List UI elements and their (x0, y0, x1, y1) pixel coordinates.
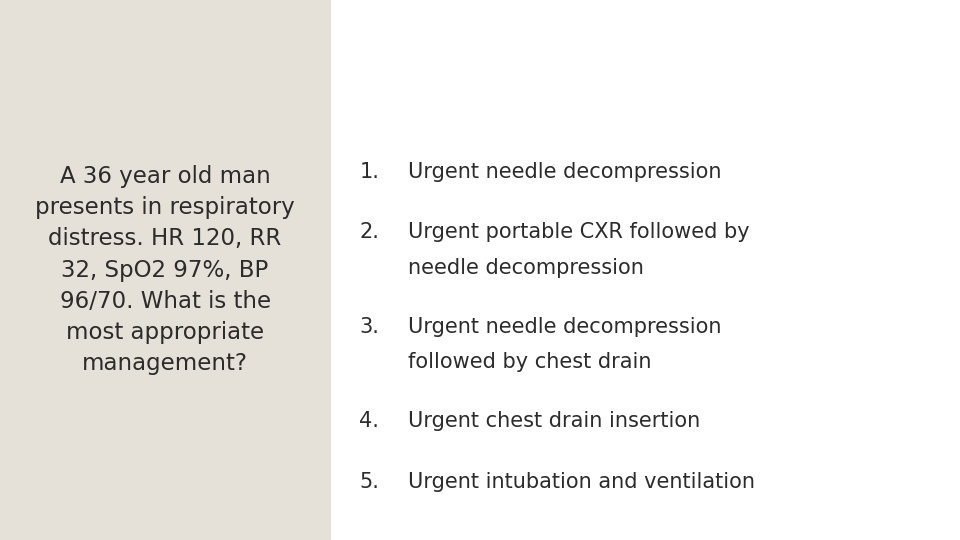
Text: 3.: 3. (359, 317, 379, 337)
Text: A 36 year old man
presents in respiratory
distress. HR 120, RR
32, SpO2 97%, BP
: A 36 year old man presents in respirator… (36, 165, 295, 375)
Text: 2.: 2. (359, 222, 379, 242)
FancyBboxPatch shape (0, 0, 331, 540)
Text: followed by chest drain: followed by chest drain (408, 352, 652, 372)
Text: 1.: 1. (359, 162, 379, 182)
Text: Urgent intubation and ventilation: Urgent intubation and ventilation (408, 472, 755, 492)
Text: Urgent needle decompression: Urgent needle decompression (408, 317, 722, 337)
Text: Urgent chest drain insertion: Urgent chest drain insertion (408, 411, 700, 431)
Text: Urgent portable CXR followed by: Urgent portable CXR followed by (408, 222, 750, 242)
Text: 5.: 5. (359, 472, 379, 492)
Text: Urgent needle decompression: Urgent needle decompression (408, 162, 722, 182)
Text: needle decompression: needle decompression (408, 258, 644, 278)
Text: 4.: 4. (359, 411, 379, 431)
